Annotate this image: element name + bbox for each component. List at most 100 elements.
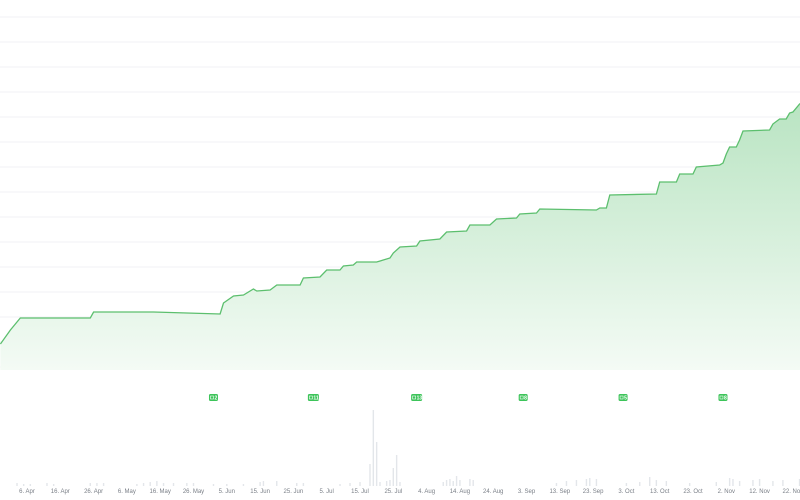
volume-bar — [379, 482, 381, 486]
volume-bar — [389, 480, 391, 486]
volume-bar — [29, 484, 32, 486]
x-tick-label: 26. Apr — [84, 489, 103, 495]
marker-count: 8 — [724, 396, 727, 402]
marker-count: 2 — [214, 396, 217, 402]
volume-bar — [469, 479, 471, 486]
x-tick-label: 3. Oct — [618, 489, 634, 495]
volume-bar — [555, 483, 558, 486]
x-tick-label: 4. Aug — [418, 489, 435, 495]
x-tick-label: 6. May — [118, 489, 136, 495]
calendar-icon — [719, 395, 724, 400]
calendar-icon — [619, 395, 624, 400]
volume-bar — [296, 483, 298, 486]
calendar-icon — [309, 395, 313, 400]
volume-bar — [715, 482, 718, 486]
x-tick-label: 23. Sep — [583, 489, 604, 495]
volume-bar — [96, 483, 98, 486]
volume-bar — [639, 482, 641, 486]
volume-bar — [276, 481, 278, 486]
x-tick-label: 25. Jun — [284, 489, 304, 495]
volume-bar — [449, 479, 451, 486]
volume-bar — [589, 478, 591, 486]
event-marker[interactable]: 2 — [208, 394, 218, 402]
x-tick-label: 12. Nov — [749, 489, 770, 495]
volume-bar — [242, 484, 245, 486]
volume-bar — [262, 481, 265, 486]
volume-bar — [738, 481, 741, 486]
event-marker[interactable]: 8 — [518, 394, 528, 402]
volume-bar — [392, 468, 394, 486]
volume-bar — [46, 483, 48, 486]
x-tick-label: 6. Apr — [19, 489, 35, 495]
event-marker[interactable]: 5 — [618, 394, 628, 402]
volume-bar — [649, 477, 651, 486]
calendar-icon — [412, 395, 416, 400]
volume-bars — [16, 410, 800, 486]
calendar-icon — [519, 395, 524, 400]
volume-bar — [156, 481, 158, 486]
volume-bar — [665, 481, 668, 486]
volume-bar — [339, 484, 341, 486]
volume-bar — [595, 479, 598, 486]
volume-bar — [732, 479, 734, 486]
event-markers: 2 11 13 8 5 8 — [208, 394, 728, 402]
volume-bar — [625, 483, 628, 486]
x-tick-label: 13. Oct — [650, 489, 670, 495]
event-marker[interactable]: 8 — [718, 394, 728, 402]
series-line — [0, 102, 800, 345]
volume-bar — [192, 483, 195, 486]
x-tick-label: 13. Sep — [549, 489, 570, 495]
volume-bar — [149, 482, 151, 486]
marker-count: 8 — [524, 396, 527, 402]
volume-bar — [16, 483, 18, 486]
x-tick-label: 26. May — [183, 489, 204, 495]
volume-bar — [162, 483, 165, 486]
volume-bar — [445, 480, 448, 486]
event-marker[interactable]: 13 — [411, 394, 422, 402]
volume-bar — [772, 481, 774, 486]
volume-bar — [385, 481, 388, 486]
volume-bar — [758, 479, 761, 486]
volume-bar — [102, 483, 105, 486]
x-tick-label: 24. Aug — [483, 489, 503, 495]
volume-bar — [452, 481, 454, 486]
x-tick-label: 23. Oct — [683, 489, 703, 495]
volume-bar — [359, 482, 361, 486]
volume-bar — [728, 478, 731, 486]
volume-bar — [472, 480, 474, 486]
volume-bar — [752, 480, 754, 486]
x-tick-label: 5. Jun — [219, 489, 235, 495]
marker-count: 5 — [624, 396, 627, 402]
x-tick-label: 16. May — [150, 489, 171, 495]
volume-bar — [565, 481, 568, 486]
volume-bar — [302, 483, 305, 486]
volume-bar — [459, 480, 461, 486]
volume-bar — [259, 482, 261, 486]
x-tick-label: 25. Jul — [384, 489, 402, 495]
volume-bar — [782, 480, 784, 486]
volume-bar — [212, 484, 215, 486]
volume-bar — [688, 483, 691, 486]
series-area — [0, 103, 800, 370]
volume-bar — [349, 483, 351, 486]
volume-bar — [142, 483, 145, 486]
event-marker[interactable]: 11 — [307, 394, 319, 402]
volume-bar — [455, 476, 458, 486]
x-tick-label: 3. Sep — [518, 489, 536, 495]
x-axis: 6. Apr 16. Apr 26. Apr 6. May 16. May 26. May… — [19, 489, 800, 495]
x-tick-label: 15. Jun — [250, 489, 270, 495]
marker-count: 13 — [417, 396, 423, 402]
volume-bar — [136, 484, 138, 486]
volume-bar — [22, 484, 25, 486]
volume-bar — [442, 482, 444, 486]
marker-count: 11 — [313, 396, 319, 402]
x-tick-label: 5. Jul — [320, 489, 334, 495]
x-tick-label: 16. Apr — [51, 489, 70, 495]
volume-bar — [585, 479, 588, 486]
volume-bar — [369, 464, 371, 486]
volume-bar — [399, 482, 401, 486]
volume-bar — [186, 483, 188, 486]
volume-bar — [172, 483, 175, 486]
x-tick-label: 2. Nov — [718, 489, 735, 495]
